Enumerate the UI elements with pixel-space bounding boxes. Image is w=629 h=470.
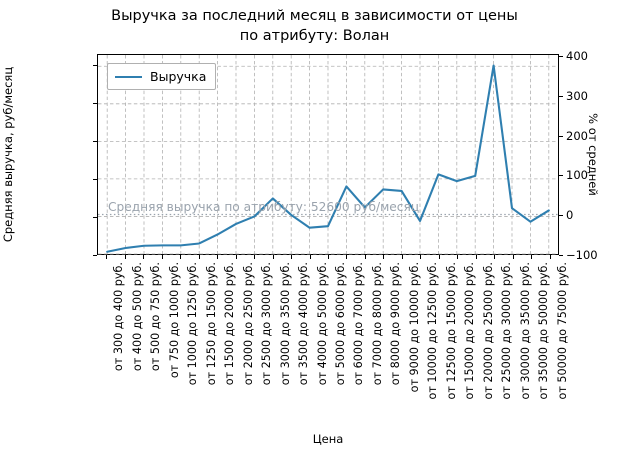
y-axis-right-tick-label: 400 — [566, 48, 588, 63]
x-axis-tick-label: от 6000 до 7000 руб. — [352, 262, 366, 386]
x-axis-tick-label: от 20000 до 25000 руб. — [481, 262, 495, 400]
x-axis-tickmark — [198, 255, 200, 259]
y-axis-left-tickmark — [93, 179, 97, 181]
x-axis-tick-label: от 10000 до 12500 руб. — [426, 262, 440, 400]
revenue-series-line — [106, 64, 550, 253]
x-axis-tick-label: от 300 до 400 руб. — [112, 262, 126, 372]
y-axis-left-tickmark — [93, 65, 97, 67]
x-axis-tick-label: от 3000 до 3500 руб. — [278, 262, 292, 386]
x-axis-tickmark — [512, 255, 514, 259]
x-axis-tick-label: от 4000 до 5000 руб. — [315, 262, 329, 386]
x-axis-tickmark — [383, 255, 385, 259]
y-axis-left-tickmark — [93, 103, 97, 105]
x-axis-tickmark — [309, 255, 311, 259]
x-axis-tickmark — [346, 255, 348, 259]
x-axis-tick-label: от 500 до 750 руб. — [149, 262, 163, 372]
x-axis-tickmark — [401, 255, 403, 259]
y-axis-left-tickmark — [93, 255, 97, 256]
x-axis-tick-label: от 1250 до 1500 руб. — [204, 262, 218, 386]
x-axis-tickmark — [549, 255, 551, 259]
y-axis-right-tickmark — [559, 55, 563, 57]
x-axis-tick-label: от 12500 до 15000 руб. — [444, 262, 458, 400]
x-axis-tick-label: от 400 до 500 руб. — [130, 262, 144, 372]
page-title: Выручка за последний месяц в зависимости… — [111, 8, 518, 44]
x-axis-tickmark — [328, 255, 329, 259]
y-axis-right-tickmark — [559, 95, 563, 97]
x-axis-tick-label: от 9000 до 10000 руб. — [407, 262, 421, 393]
x-axis-tickmark — [217, 255, 219, 259]
x-axis-tickmark — [457, 255, 459, 259]
y-axis-left-tickmark — [93, 141, 97, 143]
x-axis-tick-label: от 50000 до 75000 руб. — [555, 262, 569, 400]
x-axis-tickmark — [254, 255, 256, 259]
y-axis-right-tickmark — [559, 175, 563, 177]
x-axis-tick-label: от 15000 до 20000 руб. — [463, 262, 477, 400]
x-axis-tick-label: от 1000 до 1250 руб. — [186, 262, 200, 386]
y-axis-left-label: Средняя выручка, руб/месяц — [1, 66, 15, 243]
x-axis-tick-label: от 35000 до 50000 руб. — [537, 262, 551, 400]
x-axis-tick-label: от 750 до 1000 руб. — [167, 262, 181, 379]
y-axis-right-tick-label: 300 — [566, 88, 588, 103]
y-axis-right-label: % от средней — [586, 113, 600, 196]
y-axis-right-tickmark — [559, 255, 563, 256]
x-axis-tickmark — [272, 255, 274, 259]
plot-area: Средняя выручка по атрибуту: 52600 руб/м… — [97, 54, 559, 255]
y-axis-right-tickmark — [559, 135, 563, 137]
legend-line-swatch — [115, 75, 142, 78]
x-axis-tickmark — [106, 255, 108, 259]
x-axis-tickmark — [291, 255, 293, 259]
y-axis-right-tickmark — [559, 215, 563, 217]
x-axis-tick-label: от 2500 до 3000 руб. — [260, 262, 274, 386]
x-axis-tickmark — [494, 255, 496, 259]
x-axis-tick-label: от 1500 до 2000 руб. — [223, 262, 237, 386]
legend-label-revenue: Выручка — [150, 69, 207, 84]
average-line — [98, 213, 558, 216]
x-axis-tickmark — [161, 255, 163, 259]
x-axis-tick-label: от 8000 до 9000 руб. — [389, 262, 403, 386]
legend: Выручка — [107, 63, 217, 90]
y-axis-right-tick-label: 200 — [566, 128, 588, 143]
x-axis-label: Цена — [312, 432, 344, 446]
x-axis-tickmark — [531, 255, 533, 259]
y-axis-left-tickmark — [93, 217, 97, 219]
x-axis-tickmark — [143, 255, 145, 259]
x-axis-tickmark — [420, 255, 422, 259]
y-axis-right-tick-label: −100 — [566, 248, 598, 262]
y-axis-right-tick-label: 0 — [566, 208, 574, 223]
x-axis-tick-label: от 3500 до 4000 руб. — [297, 262, 311, 386]
x-axis-tickmark — [364, 255, 366, 259]
x-axis-tick-label: от 25000 до 30000 руб. — [500, 262, 514, 400]
x-axis-tick-label: от 30000 до 35000 руб. — [518, 262, 532, 400]
x-axis-tick-label: от 7000 до 8000 руб. — [370, 262, 384, 386]
y-axis-right-tick-label: 100 — [566, 168, 588, 183]
x-axis-tick-label: от 5000 до 6000 руб. — [334, 262, 347, 386]
x-axis-tick-label: от 2000 до 2500 руб. — [241, 262, 255, 386]
x-axis-tickmark — [475, 255, 477, 259]
x-axis-tickmark — [124, 255, 126, 259]
x-axis-tickmark — [438, 255, 440, 259]
x-axis-tickmark — [235, 255, 237, 259]
x-axis-tickmark — [180, 255, 182, 259]
